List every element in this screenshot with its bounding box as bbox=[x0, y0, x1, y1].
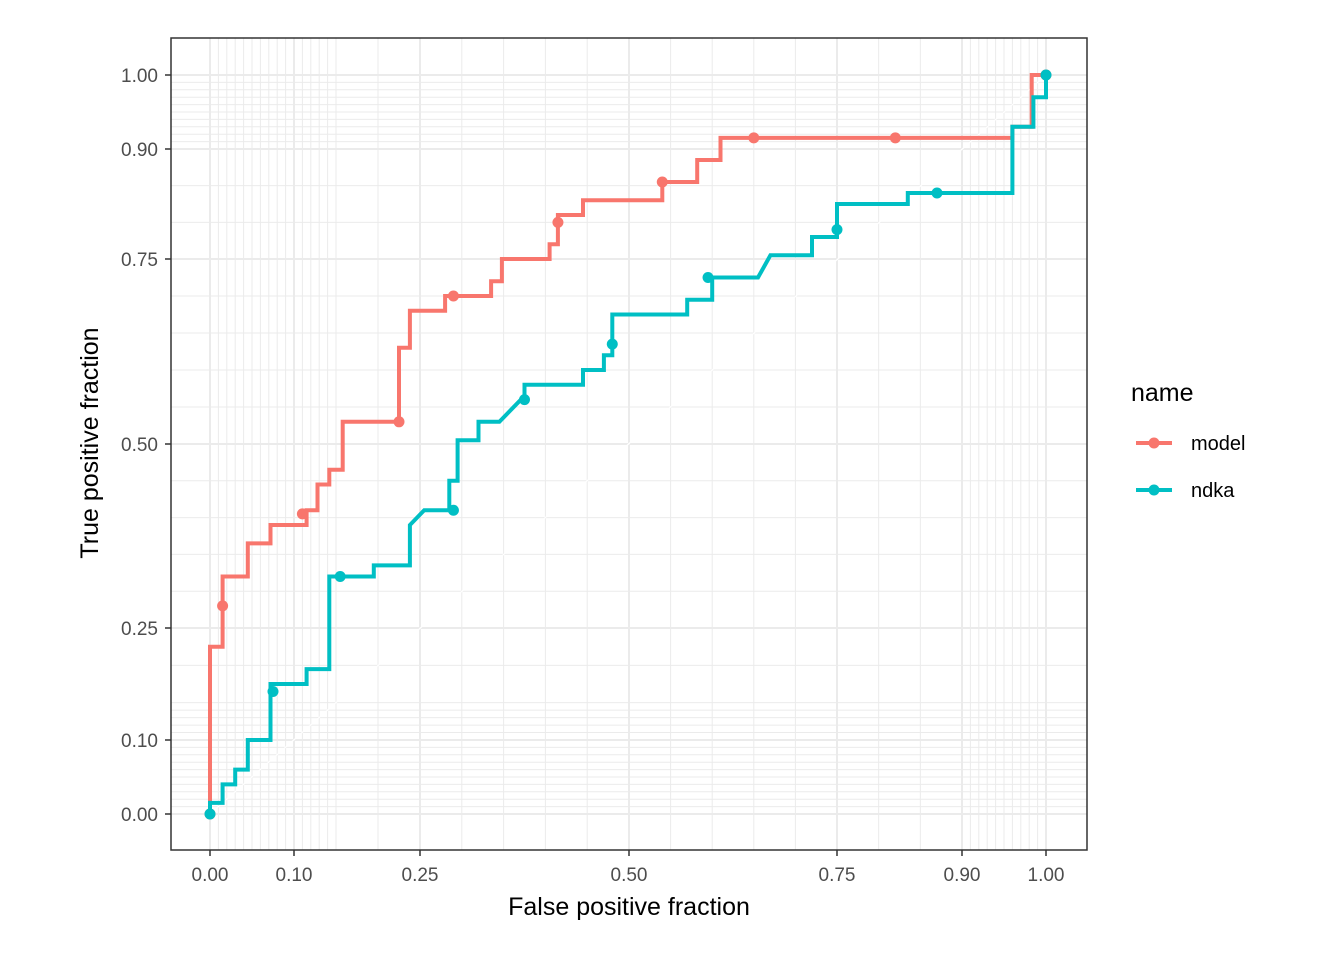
x-tick-label: 0.90 bbox=[944, 865, 981, 886]
x-tick-label: 0.75 bbox=[819, 865, 856, 886]
series-point-ndka bbox=[1040, 69, 1052, 81]
series-point-model bbox=[393, 416, 405, 428]
series-point-model bbox=[656, 176, 668, 188]
y-tick-label: 0.25 bbox=[121, 619, 158, 640]
x-tick-label: 0.10 bbox=[276, 865, 313, 886]
legend-label-ndka: ndka bbox=[1191, 480, 1235, 502]
y-tick-label: 0.00 bbox=[121, 805, 158, 826]
series-point-model bbox=[889, 132, 901, 144]
legend-key-point-model bbox=[1148, 437, 1160, 449]
series-layer bbox=[204, 69, 1052, 820]
y-tick-label: 0.75 bbox=[121, 250, 158, 271]
series-point-ndka bbox=[702, 272, 714, 283]
y-tick-label: 0.90 bbox=[121, 140, 158, 161]
series-point-model bbox=[447, 290, 459, 302]
series-point-ndka bbox=[447, 504, 459, 516]
legend: name model ndka bbox=[1131, 379, 1245, 502]
series-point-ndka bbox=[267, 685, 279, 697]
y-tick-label: 0.10 bbox=[121, 731, 158, 752]
x-tick-label: 0.00 bbox=[192, 865, 229, 886]
x-axis-ticks: 0.00 0.10 0.25 0.50 0.75 0.90 1.00 bbox=[192, 850, 1065, 886]
series-point-ndka bbox=[334, 570, 346, 582]
x-axis-title: False positive fraction bbox=[508, 893, 750, 921]
series-point-ndka bbox=[931, 187, 943, 199]
series-point-ndka bbox=[519, 394, 530, 406]
series-point-model bbox=[296, 508, 308, 520]
y-axis-title: True positive fraction bbox=[76, 327, 104, 558]
series-point-ndka bbox=[606, 338, 618, 350]
y-axis-ticks: 0.00 0.10 0.25 0.50 0.75 0.90 1.00 bbox=[121, 66, 171, 826]
series-point-model bbox=[217, 600, 229, 612]
series-point-ndka bbox=[204, 808, 216, 820]
series-line-model bbox=[208, 73, 1046, 814]
legend-key-point-ndka bbox=[1148, 484, 1160, 496]
legend-label-model: model bbox=[1191, 433, 1245, 455]
series-point-model bbox=[552, 216, 564, 228]
x-tick-label: 1.00 bbox=[1028, 865, 1065, 886]
series-point-model bbox=[748, 132, 760, 144]
x-tick-label: 0.50 bbox=[611, 865, 648, 886]
series-point-ndka bbox=[831, 224, 843, 236]
y-tick-label: 0.50 bbox=[121, 435, 158, 456]
y-tick-label: 1.00 bbox=[121, 66, 158, 87]
legend-title: name bbox=[1131, 379, 1194, 407]
x-tick-label: 0.25 bbox=[402, 865, 439, 886]
